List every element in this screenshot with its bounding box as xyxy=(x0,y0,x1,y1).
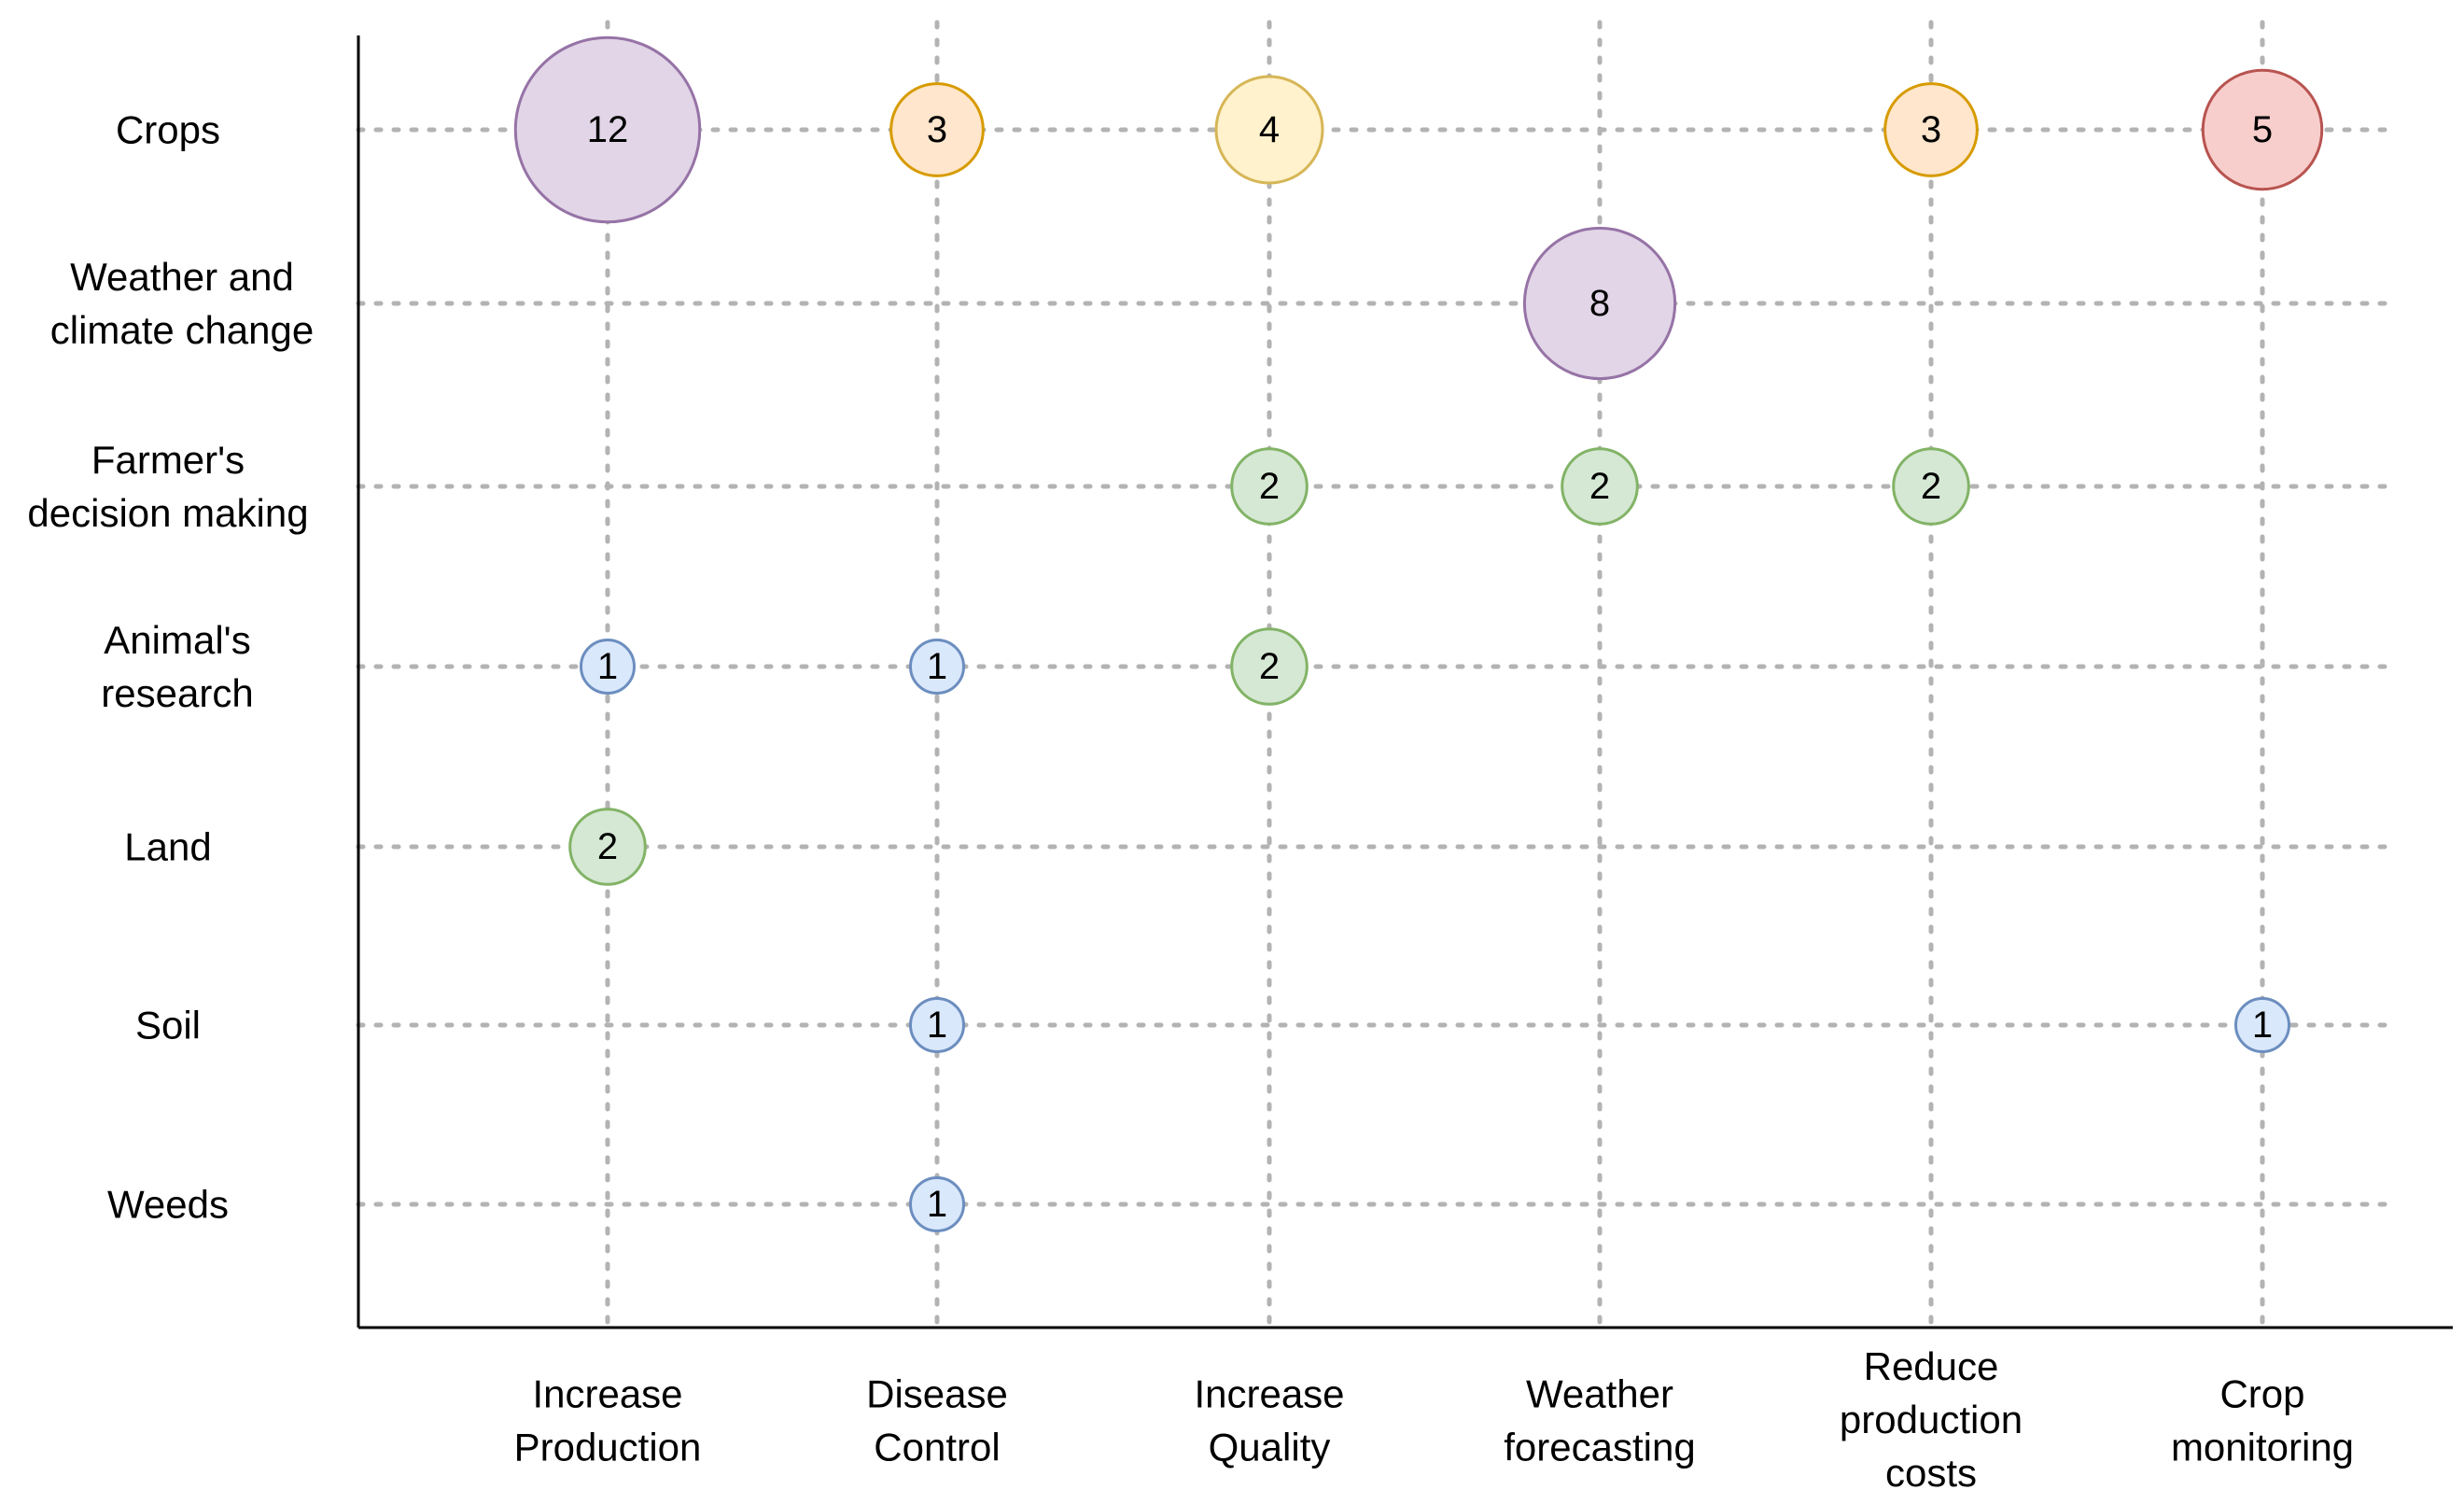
bubble-crops-reduce-production-costs: 3 xyxy=(1883,82,1979,177)
bubble-value-label: 4 xyxy=(1259,109,1280,150)
bubble-circle xyxy=(1892,447,1970,526)
column-label-line: Disease xyxy=(866,1372,1008,1416)
bubble-value-label: 8 xyxy=(1589,283,1610,324)
row-label-line: Weeds xyxy=(107,1183,229,1227)
bubble-circle xyxy=(1522,226,1677,381)
row-label-line: Farmer's xyxy=(91,438,245,482)
row-labels: Crops Weather and climate change Farmer's de… xyxy=(27,108,314,1227)
bubble-value-label: 1 xyxy=(597,646,618,687)
bubble-crops-increase-production: 12 xyxy=(513,35,702,224)
bubble-circle xyxy=(2234,997,2290,1053)
bubble-weather-and-climate-change-weather-forecasting: 8 xyxy=(1522,226,1677,381)
bubble-circle xyxy=(580,639,636,695)
row-label-line: Crops xyxy=(116,108,220,152)
bubble-value-label: 5 xyxy=(2252,109,2273,150)
bubble-farmer-s-decision-making-reduce-production-costs: 2 xyxy=(1892,447,1970,526)
bubble-circle xyxy=(1230,447,1309,526)
column-label-line: Weather xyxy=(1526,1372,1673,1416)
column-label-line: monitoring xyxy=(2171,1426,2354,1469)
column-label-increase-quality: Increase Quality xyxy=(1194,1372,1344,1469)
bubble-animal-s-research-increase-production: 1 xyxy=(580,639,636,695)
column-label-line: Reduce xyxy=(1864,1344,1999,1388)
row-label-crops: Crops xyxy=(116,108,220,152)
bubble-value-label: 3 xyxy=(1921,109,1941,150)
grid-lines xyxy=(356,20,2387,1330)
bubble-land-increase-production: 2 xyxy=(568,808,647,886)
column-label-line: Control xyxy=(874,1426,1000,1469)
bubble-farmer-s-decision-making-weather-forecasting: 2 xyxy=(1561,447,1639,526)
row-label-line: Animal's xyxy=(104,618,250,662)
bubble-circle xyxy=(909,997,965,1053)
bubble-value-label: 2 xyxy=(1589,466,1610,507)
row-label-soil: Soil xyxy=(135,1004,201,1047)
bubble-circle xyxy=(909,639,965,695)
row-label-line: Soil xyxy=(135,1004,201,1047)
row-label-line: research xyxy=(101,671,253,715)
column-label-line: Increase xyxy=(1194,1372,1344,1416)
bubble-circle xyxy=(1561,447,1639,526)
row-label-animal-s-research: Animal's research xyxy=(101,618,253,715)
bubble-farmer-s-decision-making-increase-quality: 2 xyxy=(1230,447,1309,526)
row-label-line: decision making xyxy=(27,491,308,535)
bubble-animal-s-research-increase-quality: 2 xyxy=(1230,627,1309,706)
column-label-weather-forecasting: Weather forecasting xyxy=(1504,1372,1695,1469)
bubble-circle xyxy=(889,82,985,177)
column-label-line: Increase xyxy=(532,1372,682,1416)
column-label-line: production xyxy=(1840,1398,2023,1441)
column-label-reduce-production-costs: Reduce production costs xyxy=(1840,1344,2023,1495)
row-label-weeds: Weeds xyxy=(107,1183,229,1227)
bubble-crops-disease-control: 3 xyxy=(889,82,985,177)
bubble-value-label: 1 xyxy=(927,1005,947,1046)
column-label-line: costs xyxy=(1885,1451,1977,1495)
bubble-value-label: 1 xyxy=(927,646,947,687)
row-label-line: climate change xyxy=(50,308,315,352)
column-label-line: Production xyxy=(514,1426,702,1469)
column-label-increase-production: Increase Production xyxy=(514,1372,702,1469)
bubble-soil-crop-monitoring: 1 xyxy=(2234,997,2290,1053)
bubble-value-label: 12 xyxy=(587,109,629,150)
bubble-value-label: 1 xyxy=(2252,1005,2273,1046)
bubble-value-label: 2 xyxy=(1259,466,1280,507)
bubbles: 12 3 4 3 582 2 21 1 221 11 xyxy=(513,35,2324,1232)
bubble-value-label: 2 xyxy=(1259,646,1280,687)
bubble-value-label: 2 xyxy=(1921,466,1941,507)
row-label-land: Land xyxy=(124,825,211,869)
bubble-circle xyxy=(909,1176,965,1232)
row-label-farmer-s-decision-making: Farmer's decision making xyxy=(27,438,308,535)
axes xyxy=(357,35,2453,1329)
column-label-line: Crop xyxy=(2219,1372,2304,1416)
column-labels: Increase Production Disease Control Increase… xyxy=(514,1344,2354,1495)
bubble-crops-crop-monitoring: 5 xyxy=(2201,68,2324,191)
bubble-circle xyxy=(513,35,702,224)
bubble-circle xyxy=(568,808,647,886)
bubble-value-label: 3 xyxy=(927,109,947,150)
row-label-line: Land xyxy=(124,825,211,869)
column-label-line: forecasting xyxy=(1504,1426,1695,1469)
bubble-value-label: 2 xyxy=(597,826,618,867)
column-label-line: Quality xyxy=(1209,1426,1331,1469)
column-label-disease-control: Disease Control xyxy=(866,1372,1008,1469)
bubble-crops-increase-quality: 4 xyxy=(1214,75,1324,185)
bubble-weeds-disease-control: 1 xyxy=(909,1176,965,1232)
bubble-circle xyxy=(2201,68,2324,191)
bubble-animal-s-research-disease-control: 1 xyxy=(909,639,965,695)
bubble-soil-disease-control: 1 xyxy=(909,997,965,1053)
column-label-crop-monitoring: Crop monitoring xyxy=(2171,1372,2354,1469)
bubble-value-label: 1 xyxy=(927,1184,947,1225)
bubble-circle xyxy=(1883,82,1979,177)
bubble-circle xyxy=(1214,75,1324,185)
row-label-line: Weather and xyxy=(70,255,294,299)
bubble-circle xyxy=(1230,627,1309,706)
row-label-weather-and-climate-change: Weather and climate change xyxy=(50,255,315,352)
